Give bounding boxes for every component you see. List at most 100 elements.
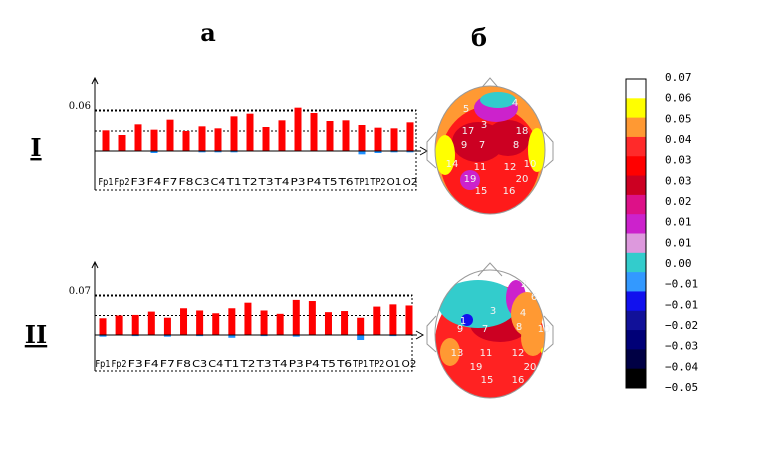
category-label: P4: [305, 359, 320, 370]
bar-negative: [99, 335, 107, 337]
bar-positive: [246, 113, 254, 151]
colorbar-swatch: [626, 194, 646, 215]
bar-positive: [324, 312, 332, 335]
electrode-label: 18: [516, 126, 529, 137]
bar-positive: [326, 121, 334, 151]
colorbar-swatch: [626, 272, 646, 292]
bar-positive: [118, 135, 126, 151]
bar-negative: [374, 151, 382, 153]
left-ear: [426, 131, 437, 169]
bar-positive: [180, 308, 188, 335]
row-label-2: II: [25, 320, 47, 349]
bar-positive: [294, 107, 302, 151]
electrode-label: 5: [463, 104, 469, 115]
category-label: Fp1: [96, 359, 111, 370]
colorbar-swatch: [626, 214, 646, 234]
colorbar-swatch: [626, 368, 646, 389]
bar-positive: [147, 311, 155, 335]
category-label: T2: [239, 359, 255, 370]
electrode-label: 8: [516, 322, 522, 333]
bar-positive: [131, 314, 139, 335]
bar-positive: [276, 313, 284, 335]
category-label: TP1: [354, 177, 370, 188]
category-label: TP2: [370, 177, 386, 188]
right-ear: [543, 315, 554, 353]
electrode-label: 12: [512, 348, 525, 359]
colorbar-tick-label: 0.03: [665, 174, 692, 187]
category-label: F8: [176, 359, 191, 370]
bar-negative: [390, 151, 398, 153]
category-label: T4: [273, 177, 290, 188]
category-label: T3: [257, 177, 273, 188]
category-label: O1: [385, 359, 400, 370]
colorbar-tick-label: 0.00: [665, 257, 692, 270]
category-label: P3: [291, 177, 306, 188]
bar-positive: [292, 299, 300, 335]
electrode-label: 12: [504, 162, 517, 173]
bar-positive: [163, 317, 171, 335]
category-label: F7: [160, 359, 175, 370]
bar-positive: [357, 317, 365, 335]
electrode-label: 1: [460, 316, 466, 327]
electrode-label: 15: [475, 186, 488, 197]
category-label: T5: [321, 177, 337, 188]
electrode-label: 7: [479, 140, 485, 151]
category-label: P3: [289, 359, 304, 370]
category-label: T2: [241, 177, 257, 188]
bar-negative: [358, 151, 366, 155]
bar-positive: [341, 311, 349, 335]
colorbar-frame: [625, 78, 647, 389]
bar-negative: [131, 335, 139, 337]
colorbar-tick-label: 0.03: [665, 154, 692, 167]
colorbar-swatch: [626, 156, 646, 177]
potential-region: [460, 170, 480, 190]
potential-region: [438, 280, 518, 328]
colorbar-swatch: [626, 175, 646, 196]
bar-positive: [262, 127, 270, 151]
electrode-label: 19: [464, 174, 477, 185]
category-label: F4: [147, 177, 162, 188]
y-tick-label: 0.06: [69, 101, 91, 112]
colorbar-tick-label: 0.01: [665, 216, 692, 229]
electrode-label: 6: [531, 292, 537, 303]
electrode-label: 10: [538, 324, 551, 335]
category-label: T3: [255, 359, 271, 370]
potential-region: [486, 120, 530, 156]
bar-positive: [134, 124, 142, 151]
category-label: T6: [336, 359, 353, 370]
category-label: F7: [163, 177, 178, 188]
category-label: F4: [144, 359, 159, 370]
colorbar-tick-label: 0.01: [665, 236, 692, 249]
category-label: Fp1: [99, 177, 114, 188]
category-label: F3: [128, 359, 143, 370]
category-label: C4: [211, 177, 226, 188]
bar-negative: [196, 335, 204, 337]
bar-positive: [212, 313, 220, 335]
bar-positive: [308, 301, 316, 335]
bar-negative: [406, 151, 414, 153]
category-label: TP1: [352, 359, 368, 370]
potential-region: [440, 338, 460, 366]
category-label: O1: [387, 177, 402, 188]
bar-positive: [278, 120, 286, 151]
colorbar-tick-label: −0.03: [665, 340, 698, 353]
colorbar-swatch: [626, 349, 646, 370]
electrode-label: 17: [462, 126, 475, 137]
bar-positive: [389, 304, 397, 335]
colorbar-tick-label: 0.07: [665, 71, 692, 84]
bar-positive: [260, 310, 268, 335]
category-label: C3: [192, 359, 207, 370]
category-label: O2: [403, 177, 418, 188]
bar-negative: [260, 335, 268, 337]
left-ear: [426, 315, 437, 353]
colorbar-swatch: [626, 252, 646, 273]
bar-negative: [150, 151, 158, 153]
category-label: T1: [225, 177, 241, 188]
bar-positive: [373, 306, 381, 335]
colorbar-tick-label: −0.02: [665, 319, 698, 332]
bar-negative: [389, 335, 397, 337]
colorbar-tick-label: 0.02: [665, 195, 692, 208]
nose: [477, 262, 503, 277]
category-label: T6: [337, 177, 354, 188]
